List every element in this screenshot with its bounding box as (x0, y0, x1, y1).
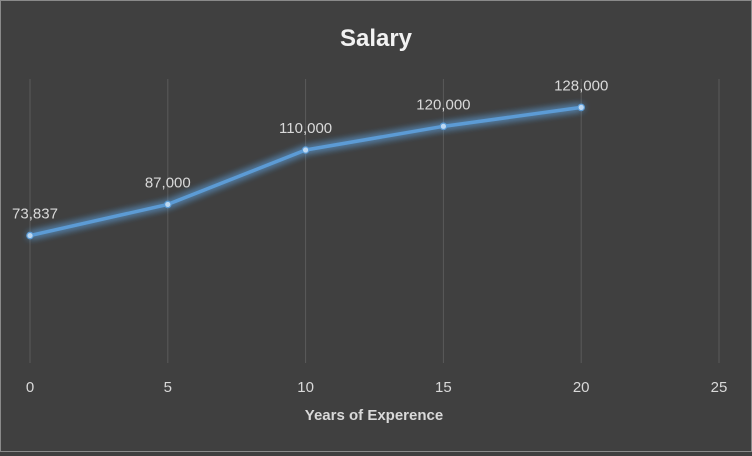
data-point (301, 146, 310, 154)
x-tick-label: 5 (164, 379, 172, 396)
data-label: 128,000 (554, 77, 608, 94)
x-axis-label: Years of Experence (305, 407, 443, 424)
x-tick-label: 0 (26, 379, 34, 396)
gridlines (29, 79, 720, 363)
data-label: 110,000 (279, 120, 332, 137)
x-tick-label: 20 (573, 379, 590, 396)
data-label: 73,837 (12, 206, 58, 223)
data-point (164, 200, 172, 209)
data-labels: 73,837 87,000 110,000 120,000 128,000 (12, 77, 608, 222)
series-salary (26, 103, 586, 240)
x-tick-label: 10 (297, 379, 314, 396)
data-point (439, 122, 448, 131)
chart-title: Salary (340, 25, 413, 52)
data-point (26, 231, 34, 240)
x-axis-ticks: 0 5 10 15 20 25 (26, 379, 728, 396)
data-label: 87,000 (145, 174, 191, 191)
data-label: 120,000 (416, 96, 470, 113)
x-tick-label: 25 (711, 379, 728, 396)
x-tick-label: 15 (435, 379, 452, 396)
data-point (577, 103, 586, 112)
